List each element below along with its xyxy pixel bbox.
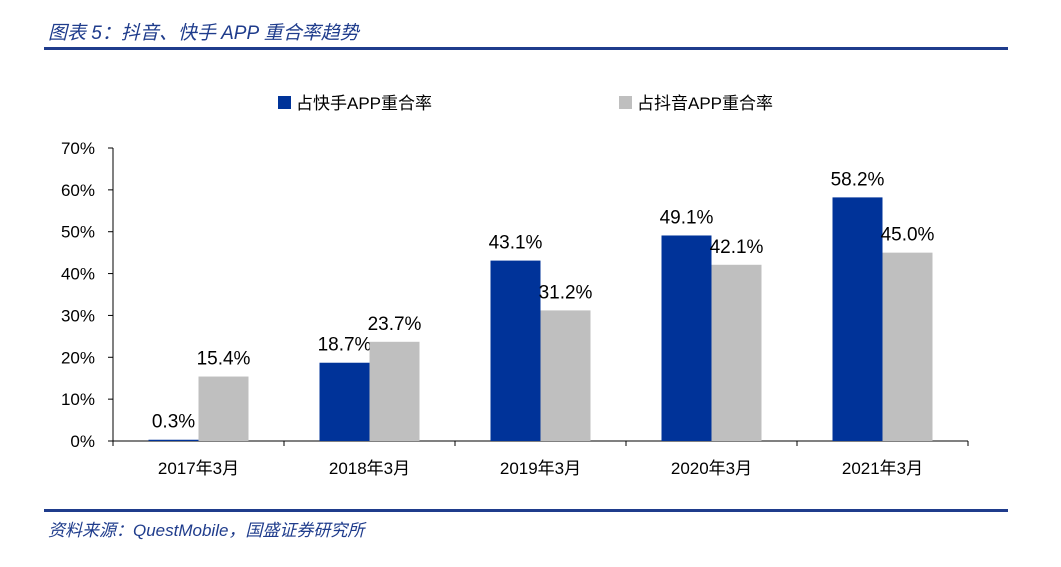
bar-series-2 <box>882 252 933 441</box>
legend-swatch <box>619 96 632 109</box>
x-tick-label: 2021年3月 <box>842 459 923 478</box>
data-label: 18.7% <box>318 335 372 356</box>
y-tick-label: 30% <box>61 306 95 325</box>
legend-label: 占快手APP重合率 <box>296 94 432 113</box>
y-tick-label: 50% <box>61 223 95 242</box>
y-tick-label: 20% <box>61 348 95 367</box>
bar-series-1 <box>148 439 199 441</box>
data-label: 42.1% <box>710 237 764 258</box>
y-tick-label: 70% <box>61 139 95 158</box>
data-label: 58.2% <box>831 169 885 190</box>
footer-rule <box>44 509 1008 512</box>
bar-series-2 <box>540 310 591 441</box>
data-label: 45.0% <box>881 225 935 246</box>
y-tick-label: 40% <box>61 265 95 284</box>
x-tick-label: 2019年3月 <box>500 459 581 478</box>
data-label: 0.3% <box>152 412 195 433</box>
data-label: 31.2% <box>539 282 593 303</box>
y-tick-label: 60% <box>61 181 95 200</box>
x-tick-label: 2017年3月 <box>158 459 239 478</box>
data-label: 43.1% <box>489 233 543 254</box>
y-tick-label: 0% <box>70 432 95 451</box>
data-label: 23.7% <box>368 314 422 335</box>
bar-series-1 <box>319 362 370 441</box>
legend-swatch <box>278 96 291 109</box>
data-label: 49.1% <box>660 207 714 228</box>
y-tick-label: 10% <box>61 390 95 409</box>
data-label: 15.4% <box>197 349 251 370</box>
source-note: 资料来源：QuestMobile，国盛证券研究所 <box>48 521 365 540</box>
x-tick-label: 2020年3月 <box>671 459 752 478</box>
bar-series-1 <box>661 235 712 441</box>
x-tick-label: 2018年3月 <box>329 459 410 478</box>
bar-series-2 <box>369 341 420 441</box>
bar-series-1 <box>832 197 883 441</box>
legend-label: 占抖音APP重合率 <box>637 94 773 113</box>
bar-series-1 <box>490 260 541 441</box>
bar-series-2 <box>711 264 762 441</box>
figure-title: 图表 5：抖音、快手 APP 重合率趋势 <box>48 23 359 44</box>
title-rule <box>44 47 1008 50</box>
bar-series-2 <box>198 376 249 441</box>
